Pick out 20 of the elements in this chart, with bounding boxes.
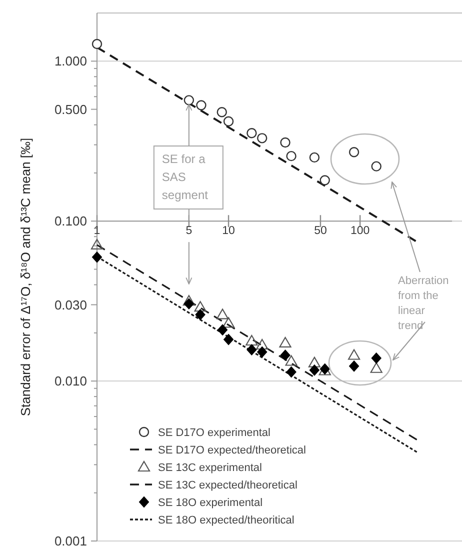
y-tick-label: 0.500 (54, 102, 87, 117)
annotation: SE for a SAS segment (162, 152, 209, 202)
y-tick-label: 1.000 (54, 54, 87, 69)
legend-label: SE 13C expected/theoretical (158, 479, 298, 492)
legend-label: SE D17O expected/theoretical (158, 444, 306, 456)
legend-label: SE 18O experimental (158, 496, 263, 509)
legend-label: SE 18O expected/theoritical (158, 514, 294, 526)
y-tick-label: 0.100 (54, 214, 87, 229)
y-tick-label: 0.010 (54, 374, 87, 389)
y-tick-label: 0.001 (54, 534, 87, 548)
x-tick-label: 100 (350, 225, 370, 238)
x-tick-label: 1 (94, 225, 100, 238)
x-tick-label: 50 (314, 225, 327, 238)
y-tick-label: 0.030 (54, 297, 87, 312)
x-tick-label: 10 (222, 225, 235, 238)
x-tick-label: 5 (186, 225, 192, 238)
legend-label: SE D17O experimental (158, 426, 270, 439)
annotation: Aberration from the linear trend (398, 275, 449, 332)
legend-label: SE 13C experimental (158, 462, 262, 474)
y-axis-title: Standard error of Δ¹⁷O, δ¹⁸O and δ¹³C mean [‰] (18, 138, 33, 416)
